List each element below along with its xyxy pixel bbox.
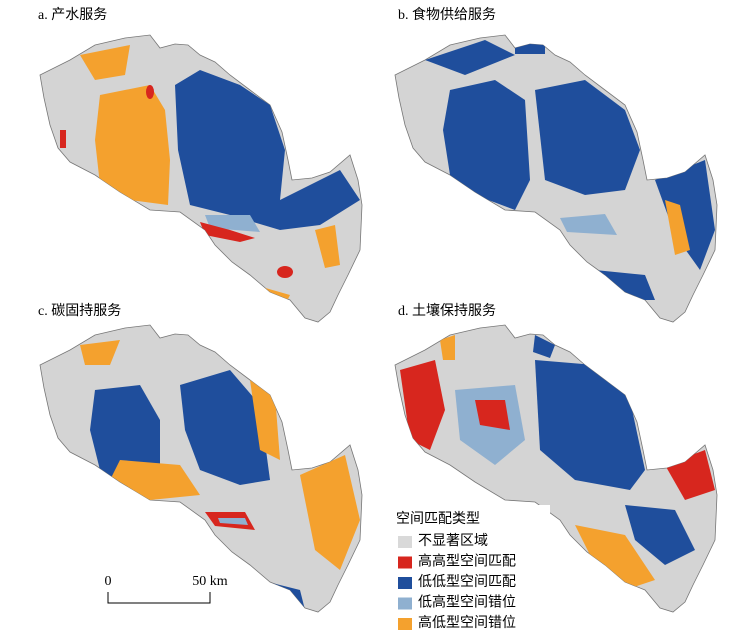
legend-label: 低高型空间错位 xyxy=(418,594,516,611)
legend-label: 高低型空间错位 xyxy=(418,614,516,631)
scale-label: 0 xyxy=(105,574,112,589)
panel-title: a. 产水服务 xyxy=(38,7,107,23)
panel-title: d. 土壤保持服务 xyxy=(398,302,496,319)
panel-title: b. 食物供给服务 xyxy=(398,6,496,23)
legend-label: 低低型空间匹配 xyxy=(418,574,516,590)
map-panel-a xyxy=(39,34,363,323)
legend-swatch xyxy=(398,577,412,589)
legend-title: 空间匹配类型 xyxy=(396,511,480,527)
legend-label: 不显著区域 xyxy=(418,533,488,549)
scale-bar: 0 50 km xyxy=(105,574,228,604)
legend-swatch xyxy=(398,618,412,630)
legend-background xyxy=(390,505,550,633)
scale-label: 50 km xyxy=(192,574,228,589)
map-panel-d xyxy=(394,324,718,613)
legend-swatch xyxy=(398,556,412,569)
scale-bar-line xyxy=(107,592,211,604)
map-panel-b xyxy=(394,34,718,323)
panel-title: c. 碳固持服务 xyxy=(38,303,121,319)
legend-swatch xyxy=(398,536,412,548)
map-panel-c xyxy=(39,324,363,613)
legend-swatch xyxy=(398,597,412,610)
legend-label: 高高型空间匹配 xyxy=(418,553,516,570)
